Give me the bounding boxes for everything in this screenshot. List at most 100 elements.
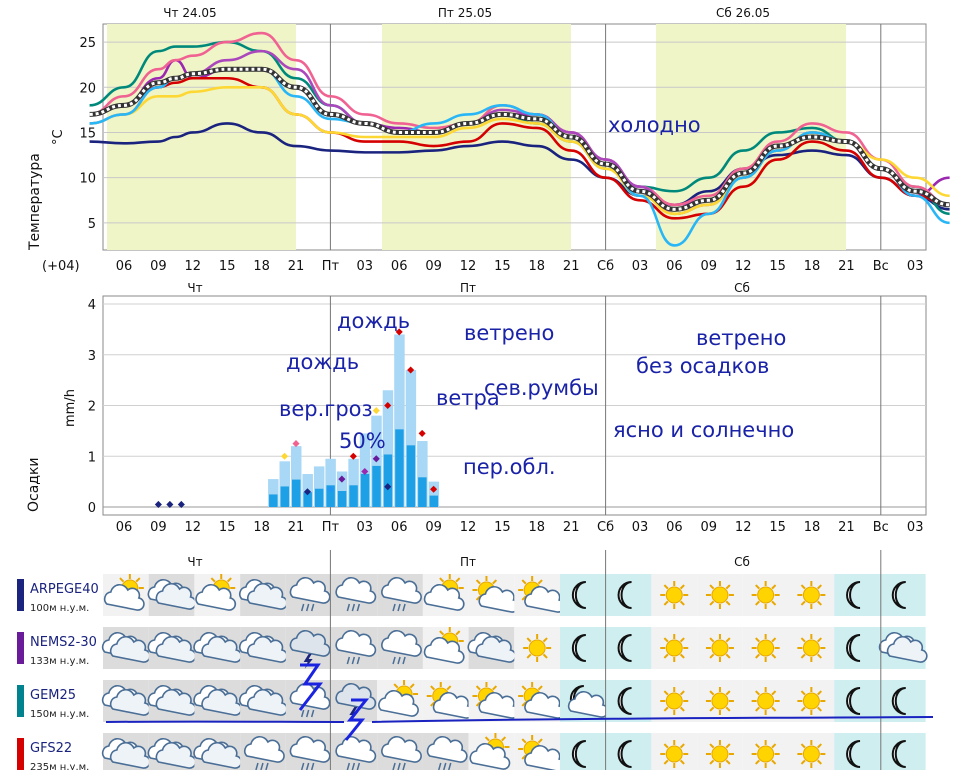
cloud-icon xyxy=(335,630,377,657)
temp-y-tick: 10 xyxy=(79,172,96,187)
precip-bar-core xyxy=(360,473,370,507)
moon-icon xyxy=(891,581,906,609)
cloud-icon xyxy=(244,736,285,763)
precip-point xyxy=(326,485,334,493)
weather-icon-mn xyxy=(846,581,861,609)
time-tick: 09 xyxy=(150,259,167,274)
weather-icon-c xyxy=(239,579,288,610)
time-tick: 06 xyxy=(666,520,683,535)
model-color-swatch xyxy=(17,685,24,717)
model-name: ARPEGE40 xyxy=(30,582,99,597)
time-tick: 12 xyxy=(735,520,752,535)
weather-icon-s xyxy=(797,740,826,768)
temp-series-5 xyxy=(89,76,950,220)
time-tick: 09 xyxy=(701,259,718,274)
weather-icon-s xyxy=(797,581,826,609)
precip-y-tick: 0 xyxy=(88,501,96,516)
precip-bar-core xyxy=(372,465,381,507)
model-color-swatch xyxy=(17,738,24,770)
annotation-dry: без осадков xyxy=(636,354,769,378)
weather-icon-s xyxy=(751,634,780,662)
precip-bar xyxy=(405,369,417,507)
sun-icon xyxy=(705,687,734,715)
weather-icon-mc xyxy=(567,685,609,718)
weather-icon-c xyxy=(467,632,517,663)
rain-icon xyxy=(438,762,452,770)
sun-icon xyxy=(751,740,780,768)
time-tick: 09 xyxy=(425,259,442,274)
weather-icon-s xyxy=(660,634,689,662)
time-tick: Пт xyxy=(322,520,340,535)
precip-bar-core xyxy=(269,494,278,507)
time-tick: 15 xyxy=(769,520,786,535)
precip-bar xyxy=(325,458,336,507)
precip-bar xyxy=(382,390,394,507)
moon-icon xyxy=(617,740,632,768)
precip-point xyxy=(349,452,357,460)
model-row: ARPEGE40 100м н.у.м. xyxy=(17,574,926,616)
day-short-label: Чт xyxy=(187,555,202,569)
time-tick: 15 xyxy=(769,259,786,274)
weather-icon-cr xyxy=(381,577,422,612)
day-label-thu: Чт 24.05 xyxy=(163,6,216,20)
cloud-icon xyxy=(381,577,422,604)
precip-bar xyxy=(268,479,279,507)
moon-icon xyxy=(846,634,861,662)
time-tick: 15 xyxy=(494,520,511,535)
precip-bar-core xyxy=(326,485,335,507)
precip-bar xyxy=(291,446,302,507)
day-short-label: Сб xyxy=(734,281,750,295)
weather-icon-s xyxy=(797,687,826,715)
precip-bar xyxy=(428,481,440,507)
weather-icon-cr xyxy=(426,736,468,770)
precip-axis-label: Осадки xyxy=(26,457,42,512)
sun-icon xyxy=(797,634,826,662)
cloud-icon xyxy=(335,736,377,763)
time-tick: 03 xyxy=(632,520,649,535)
time-tick: 18 xyxy=(804,520,821,535)
time-tick: 06 xyxy=(391,520,408,535)
daylight-band-thu xyxy=(107,24,296,250)
precip-point xyxy=(430,485,438,493)
weather-icon-s xyxy=(523,634,552,662)
precip-bar-core xyxy=(280,486,289,507)
temp-y-tick: 25 xyxy=(79,36,96,51)
icon-cell xyxy=(605,733,652,770)
weather-icon-mn xyxy=(617,687,632,715)
sun-icon xyxy=(660,687,689,715)
icon-cell xyxy=(560,574,606,616)
sun-icon xyxy=(797,687,826,715)
moon-icon xyxy=(571,581,586,609)
precip-point xyxy=(384,401,392,410)
weather-icon-ps xyxy=(518,682,565,719)
model-icon-rows: ARPEGE40 100м н.у.м. NEMS2-30 133м н.у.м. GE… xyxy=(17,550,928,770)
weather-icon-cr xyxy=(335,736,377,770)
time-tick: 18 xyxy=(804,259,821,274)
time-tick: 18 xyxy=(529,520,546,535)
model-altitude: 100м н.у.м. xyxy=(30,603,89,614)
icon-cell xyxy=(879,680,926,722)
icon-cell xyxy=(605,680,652,722)
time-tick: 03 xyxy=(632,259,649,274)
time-tick: 18 xyxy=(529,259,546,274)
weather-icon-mn xyxy=(617,740,632,768)
time-tick: 06 xyxy=(391,259,408,274)
weather-icon-pc xyxy=(469,733,511,770)
model-name: GFS22 xyxy=(30,741,72,756)
cloud-icon xyxy=(886,636,928,663)
temperature-unit: °C xyxy=(51,129,66,145)
rain-icon xyxy=(300,603,315,612)
model-altitude: 235м н.у.м. xyxy=(30,762,89,770)
icon-cell xyxy=(834,574,880,616)
weather-icon-s xyxy=(705,740,734,768)
weather-icon-mn xyxy=(891,687,906,715)
weather-icon-c xyxy=(101,738,151,769)
precip-bar xyxy=(394,334,405,507)
day-axis-icons: Чт Пт Сб xyxy=(187,555,750,569)
temperature-panel: 5 10 15 20 25 Температура °C (+04) холодно xyxy=(27,23,950,274)
cloud-icon xyxy=(426,736,468,763)
precip-y-tick: 4 xyxy=(88,298,96,313)
cloud-icon xyxy=(195,584,237,611)
annotation-north: сев.румбы xyxy=(484,376,599,400)
